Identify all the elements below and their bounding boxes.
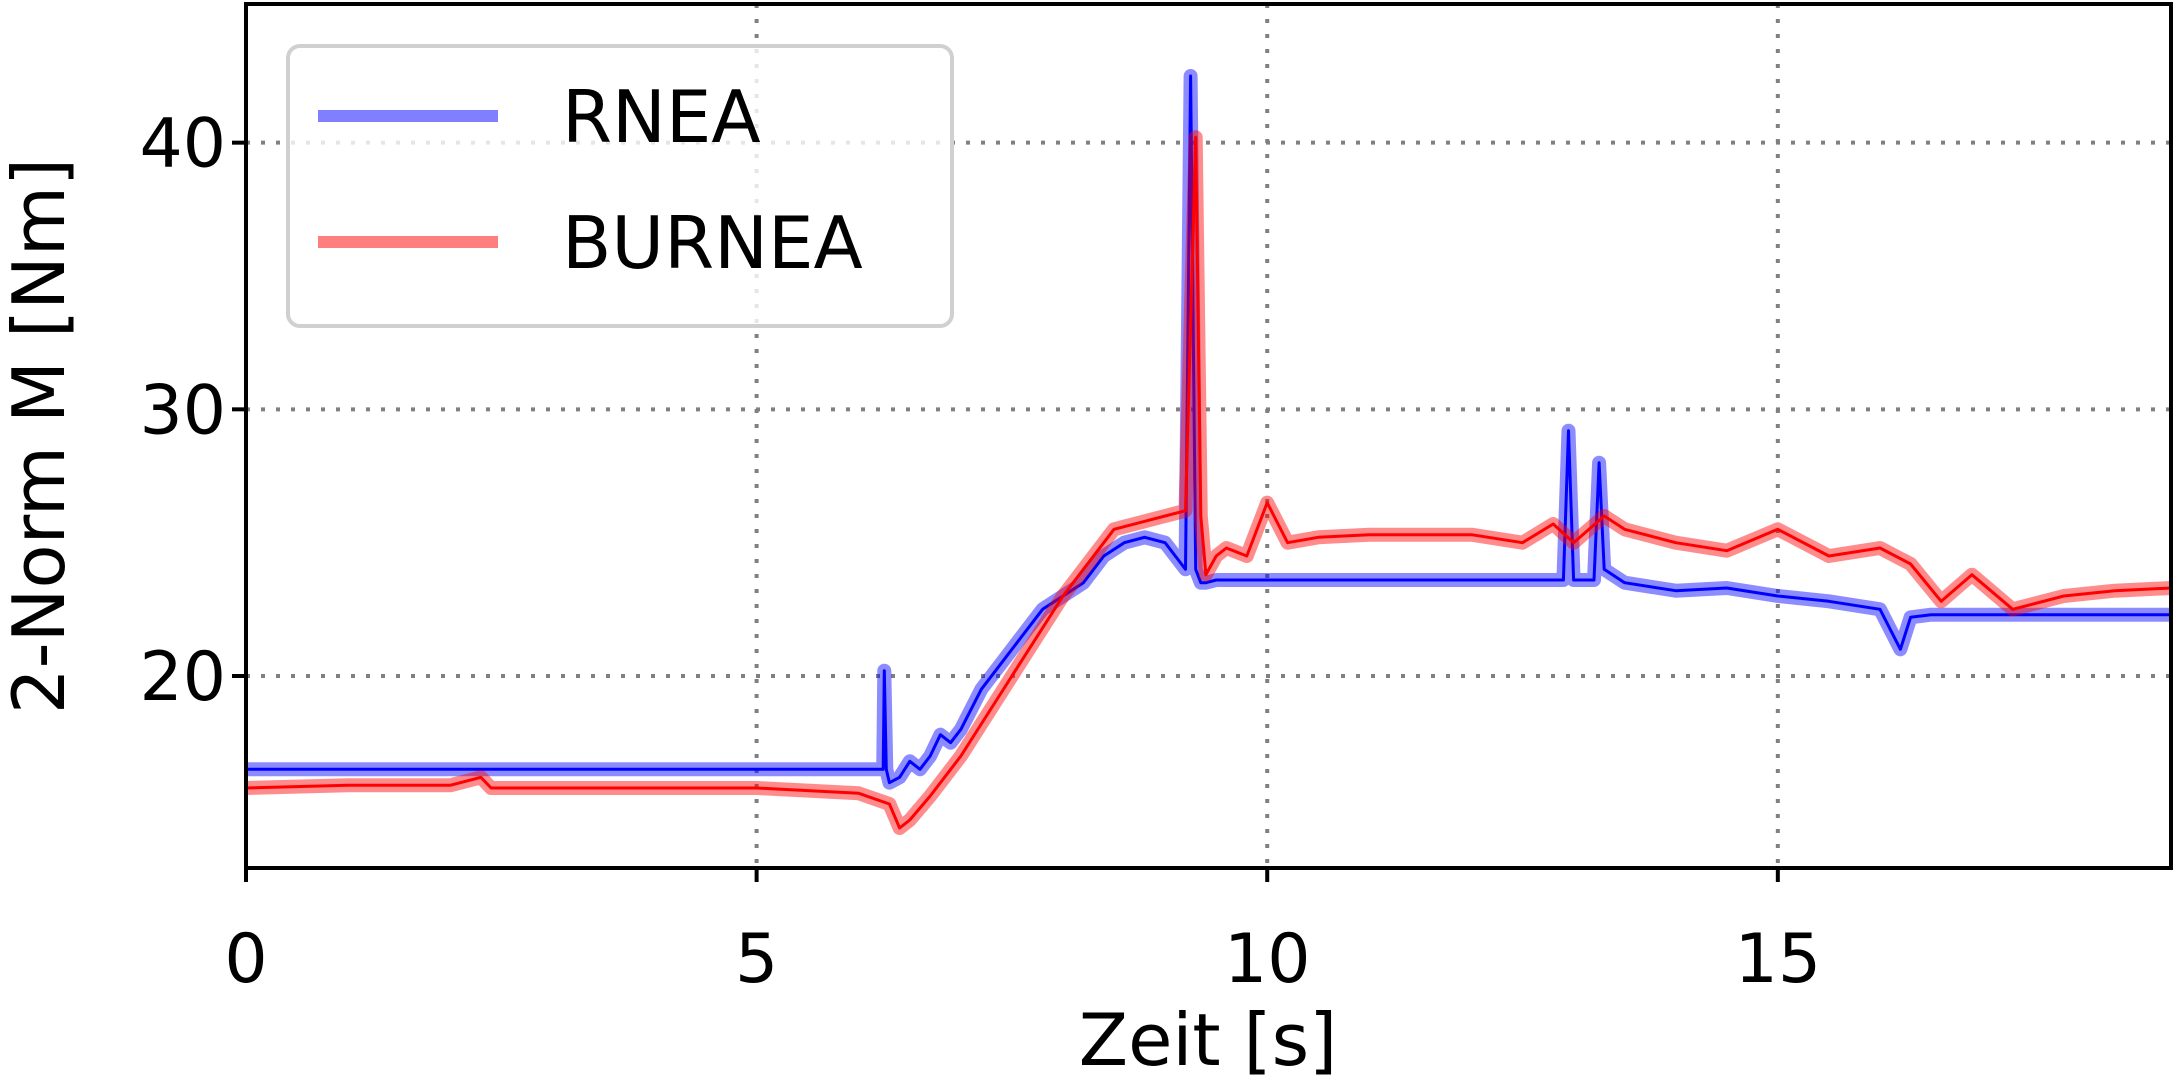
series-rnea [246,69,2171,790]
y-tick-label: 20 [139,638,226,717]
grid [246,4,2171,868]
y-tick-label: 30 [139,371,226,450]
y-axis-label: 2-Norm M [Nm] [0,158,81,714]
series-line [246,74,2171,785]
series-line [245,135,2172,830]
legend-label: BURNEA [562,201,863,285]
legend-label: RNEA [562,75,761,159]
y-tick-label: 40 [139,105,226,184]
x-axis-label: Zeit [s] [1079,998,1337,1082]
series-burnea [245,130,2172,835]
ticks: 0 5 10 15 20 30 40 [139,105,1821,999]
legend: RNEA BURNEA [286,44,954,328]
x-tick-label: 0 [224,920,267,999]
x-tick-label: 5 [735,920,778,999]
x-tick-label: 10 [1224,920,1311,999]
x-tick-label: 15 [1735,920,1822,999]
plot-frame [244,2,2173,870]
series-layer [245,69,2172,835]
legend-item: RNEA [318,75,761,159]
legend-item: BURNEA [318,201,863,285]
